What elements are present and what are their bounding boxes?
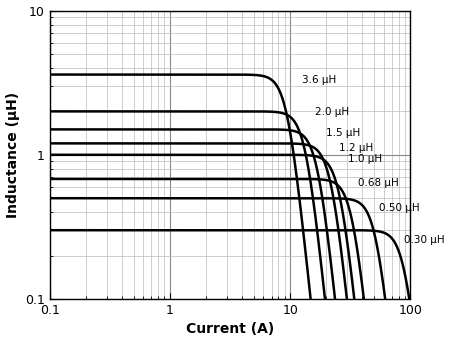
Text: 1.2 μH: 1.2 μH bbox=[339, 143, 373, 153]
Text: 0.50 μH: 0.50 μH bbox=[379, 203, 420, 213]
X-axis label: Current (A): Current (A) bbox=[186, 323, 274, 337]
Text: 1.5 μH: 1.5 μH bbox=[326, 128, 360, 138]
Text: 1.0 μH: 1.0 μH bbox=[348, 154, 382, 165]
Y-axis label: Inductance (μH): Inductance (μH) bbox=[5, 92, 19, 218]
Text: 2.0 μH: 2.0 μH bbox=[315, 107, 349, 117]
Text: 3.6 μH: 3.6 μH bbox=[302, 75, 336, 85]
Text: 0.30 μH: 0.30 μH bbox=[404, 235, 444, 246]
Text: 0.68 μH: 0.68 μH bbox=[358, 178, 399, 188]
